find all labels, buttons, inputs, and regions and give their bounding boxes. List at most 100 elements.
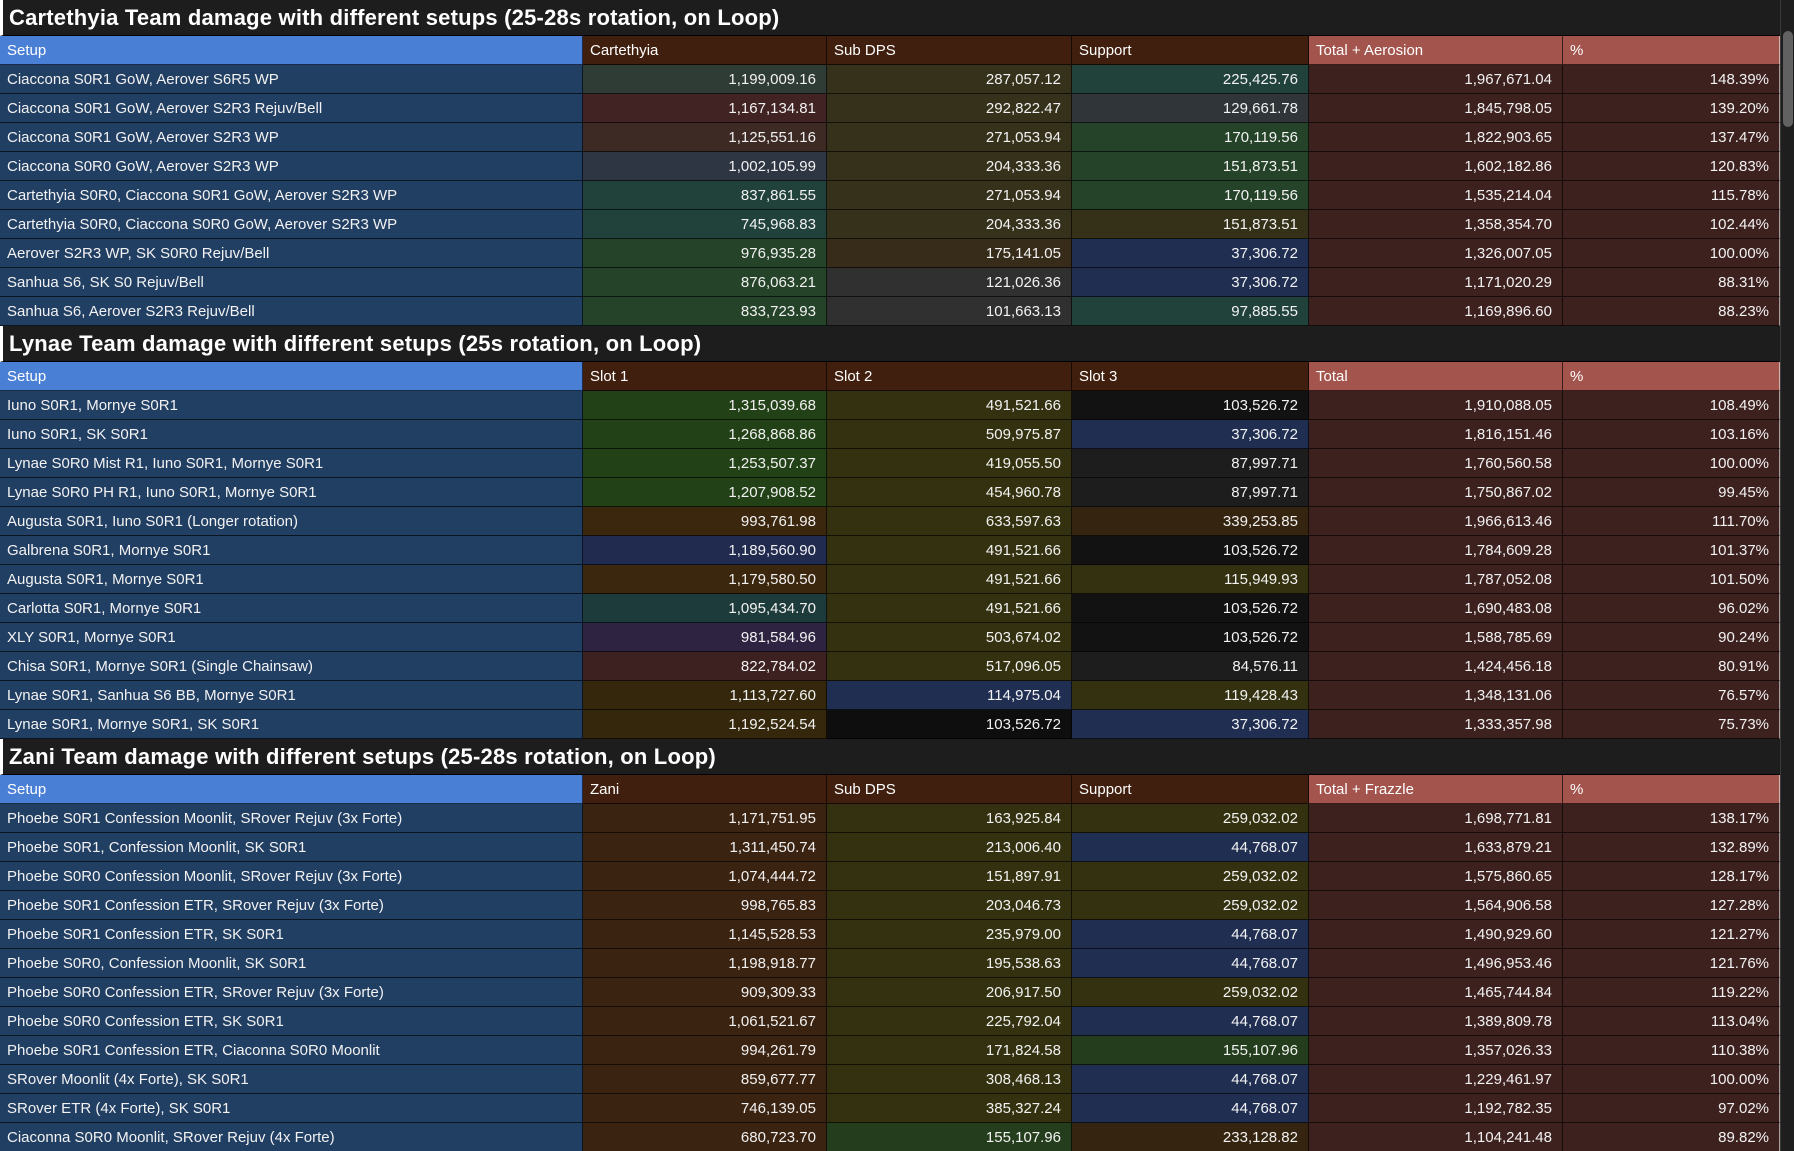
header-cell-zani[interactable]: Zani (583, 775, 827, 804)
cell-total-damage[interactable]: 1,822,903.65 (1309, 123, 1563, 152)
cell-slot1-damage[interactable]: 746,139.05 (583, 1094, 827, 1123)
header-cell-slot-2[interactable]: Slot 2 (827, 362, 1072, 391)
cell-percent[interactable]: 101.50% (1563, 565, 1780, 594)
cell-percent[interactable]: 100.00% (1563, 449, 1780, 478)
cell-slot2-damage[interactable]: 175,141.05 (827, 239, 1072, 268)
cell-total-damage[interactable]: 1,333,357.98 (1309, 710, 1563, 739)
cell-percent[interactable]: 80.91% (1563, 652, 1780, 681)
cell-total-damage[interactable]: 1,760,560.58 (1309, 449, 1563, 478)
cell-slot3-damage[interactable]: 155,107.96 (1072, 1036, 1309, 1065)
header-cell-support[interactable]: Support (1072, 36, 1309, 65)
cell-percent[interactable]: 120.83% (1563, 152, 1780, 181)
cell-setup[interactable]: Phoebe S0R1 Confession ETR, SRover Rejuv… (0, 891, 583, 920)
cell-slot2-damage[interactable]: 517,096.05 (827, 652, 1072, 681)
cell-percent[interactable]: 97.02% (1563, 1094, 1780, 1123)
cell-slot3-damage[interactable]: 233,128.82 (1072, 1123, 1309, 1151)
cell-setup[interactable]: Phoebe S0R0 Confession Moonlit, SRover R… (0, 862, 583, 891)
cell-percent[interactable]: 90.24% (1563, 623, 1780, 652)
cell-slot3-damage[interactable]: 84,576.11 (1072, 652, 1309, 681)
cell-slot1-damage[interactable]: 1,125,551.16 (583, 123, 827, 152)
cell-setup[interactable]: Cartethyia S0R0, Ciaccona S0R1 GoW, Aero… (0, 181, 583, 210)
cell-slot1-damage[interactable]: 876,063.21 (583, 268, 827, 297)
cell-slot1-damage[interactable]: 998,765.83 (583, 891, 827, 920)
cell-setup[interactable]: SRover Moonlit (4x Forte), SK S0R1 (0, 1065, 583, 1094)
cell-total-damage[interactable]: 1,750,867.02 (1309, 478, 1563, 507)
cell-slot1-damage[interactable]: 981,584.96 (583, 623, 827, 652)
cell-slot1-damage[interactable]: 1,113,727.60 (583, 681, 827, 710)
cell-total-damage[interactable]: 1,465,744.84 (1309, 978, 1563, 1007)
vertical-scrollbar[interactable] (1780, 0, 1794, 1151)
cell-slot3-damage[interactable]: 259,032.02 (1072, 891, 1309, 920)
cell-slot3-damage[interactable]: 44,768.07 (1072, 833, 1309, 862)
cell-slot2-damage[interactable]: 385,327.24 (827, 1094, 1072, 1123)
cell-setup[interactable]: Iuno S0R1, SK S0R1 (0, 420, 583, 449)
cell-total-damage[interactable]: 1,424,456.18 (1309, 652, 1563, 681)
header-cell-slot-1[interactable]: Slot 1 (583, 362, 827, 391)
cell-percent[interactable]: 127.28% (1563, 891, 1780, 920)
cell-slot1-damage[interactable]: 1,145,528.53 (583, 920, 827, 949)
cell-slot3-damage[interactable]: 37,306.72 (1072, 268, 1309, 297)
cell-slot2-damage[interactable]: 151,897.91 (827, 862, 1072, 891)
cell-slot1-damage[interactable]: 1,189,560.90 (583, 536, 827, 565)
cell-slot2-damage[interactable]: 103,526.72 (827, 710, 1072, 739)
header-cell-sub-dps[interactable]: Sub DPS (827, 775, 1072, 804)
header-cell-total-aerosion[interactable]: Total + Aerosion (1309, 36, 1563, 65)
cell-total-damage[interactable]: 1,588,785.69 (1309, 623, 1563, 652)
cell-slot1-damage[interactable]: 1,192,524.54 (583, 710, 827, 739)
cell-percent[interactable]: 88.23% (1563, 297, 1780, 326)
cell-slot2-damage[interactable]: 633,597.63 (827, 507, 1072, 536)
cell-percent[interactable]: 102.44% (1563, 210, 1780, 239)
cell-slot1-damage[interactable]: 993,761.98 (583, 507, 827, 536)
cell-slot1-damage[interactable]: 1,179,580.50 (583, 565, 827, 594)
cell-setup[interactable]: Lynae S0R1, Sanhua S6 BB, Mornye S0R1 (0, 681, 583, 710)
cell-total-damage[interactable]: 1,357,026.33 (1309, 1036, 1563, 1065)
cell-total-damage[interactable]: 1,845,798.05 (1309, 94, 1563, 123)
cell-slot3-damage[interactable]: 259,032.02 (1072, 862, 1309, 891)
cell-slot2-damage[interactable]: 195,538.63 (827, 949, 1072, 978)
cell-slot3-damage[interactable]: 87,997.71 (1072, 478, 1309, 507)
cell-percent[interactable]: 119.22% (1563, 978, 1780, 1007)
cell-percent[interactable]: 89.82% (1563, 1123, 1780, 1151)
cell-slot3-damage[interactable]: 170,119.56 (1072, 123, 1309, 152)
cell-slot1-damage[interactable]: 1,002,105.99 (583, 152, 827, 181)
cell-slot3-damage[interactable]: 37,306.72 (1072, 420, 1309, 449)
cell-slot1-damage[interactable]: 1,095,434.70 (583, 594, 827, 623)
cell-slot1-damage[interactable]: 1,061,521.67 (583, 1007, 827, 1036)
cell-slot3-damage[interactable]: 97,885.55 (1072, 297, 1309, 326)
cell-setup[interactable]: Phoebe S0R1 Confession ETR, Ciaconna S0R… (0, 1036, 583, 1065)
cell-total-damage[interactable]: 1,490,929.60 (1309, 920, 1563, 949)
cell-slot1-damage[interactable]: 1,315,039.68 (583, 391, 827, 420)
cell-setup[interactable]: SRover ETR (4x Forte), SK S0R1 (0, 1094, 583, 1123)
cell-slot2-damage[interactable]: 171,824.58 (827, 1036, 1072, 1065)
cell-total-damage[interactable]: 1,633,879.21 (1309, 833, 1563, 862)
cell-percent[interactable]: 75.73% (1563, 710, 1780, 739)
cell-slot1-damage[interactable]: 745,968.83 (583, 210, 827, 239)
cell-total-damage[interactable]: 1,535,214.04 (1309, 181, 1563, 210)
cell-percent[interactable]: 100.00% (1563, 239, 1780, 268)
cell-setup[interactable]: Ciaccona S0R1 GoW, Aerover S2R3 WP (0, 123, 583, 152)
cell-slot1-damage[interactable]: 994,261.79 (583, 1036, 827, 1065)
cell-percent[interactable]: 113.04% (1563, 1007, 1780, 1036)
cell-total-damage[interactable]: 1,698,771.81 (1309, 804, 1563, 833)
cell-setup[interactable]: Chisa S0R1, Mornye S0R1 (Single Chainsaw… (0, 652, 583, 681)
header-cell-support[interactable]: Support (1072, 775, 1309, 804)
header-cell-total[interactable]: Total (1309, 362, 1563, 391)
header-cell-setup[interactable]: Setup (0, 775, 583, 804)
cell-setup[interactable]: Phoebe S0R0 Confession ETR, SRover Rejuv… (0, 978, 583, 1007)
cell-setup[interactable]: Augusta S0R1, Iuno S0R1 (Longer rotation… (0, 507, 583, 536)
cell-total-damage[interactable]: 1,910,088.05 (1309, 391, 1563, 420)
cell-total-damage[interactable]: 1,358,354.70 (1309, 210, 1563, 239)
cell-slot2-damage[interactable]: 121,026.36 (827, 268, 1072, 297)
header-cell-cartethyia[interactable]: Cartethyia (583, 36, 827, 65)
cell-slot1-damage[interactable]: 1,253,507.37 (583, 449, 827, 478)
cell-slot2-damage[interactable]: 491,521.66 (827, 594, 1072, 623)
cell-slot3-damage[interactable]: 339,253.85 (1072, 507, 1309, 536)
header-cell-setup[interactable]: Setup (0, 362, 583, 391)
cell-slot3-damage[interactable]: 115,949.93 (1072, 565, 1309, 594)
cell-slot2-damage[interactable]: 206,917.50 (827, 978, 1072, 1007)
cell-percent[interactable]: 96.02% (1563, 594, 1780, 623)
cell-slot2-damage[interactable]: 491,521.66 (827, 391, 1072, 420)
cell-slot2-damage[interactable]: 271,053.94 (827, 181, 1072, 210)
cell-slot2-damage[interactable]: 225,792.04 (827, 1007, 1072, 1036)
cell-setup[interactable]: Sanhua S6, SK S0 Rejuv/Bell (0, 268, 583, 297)
